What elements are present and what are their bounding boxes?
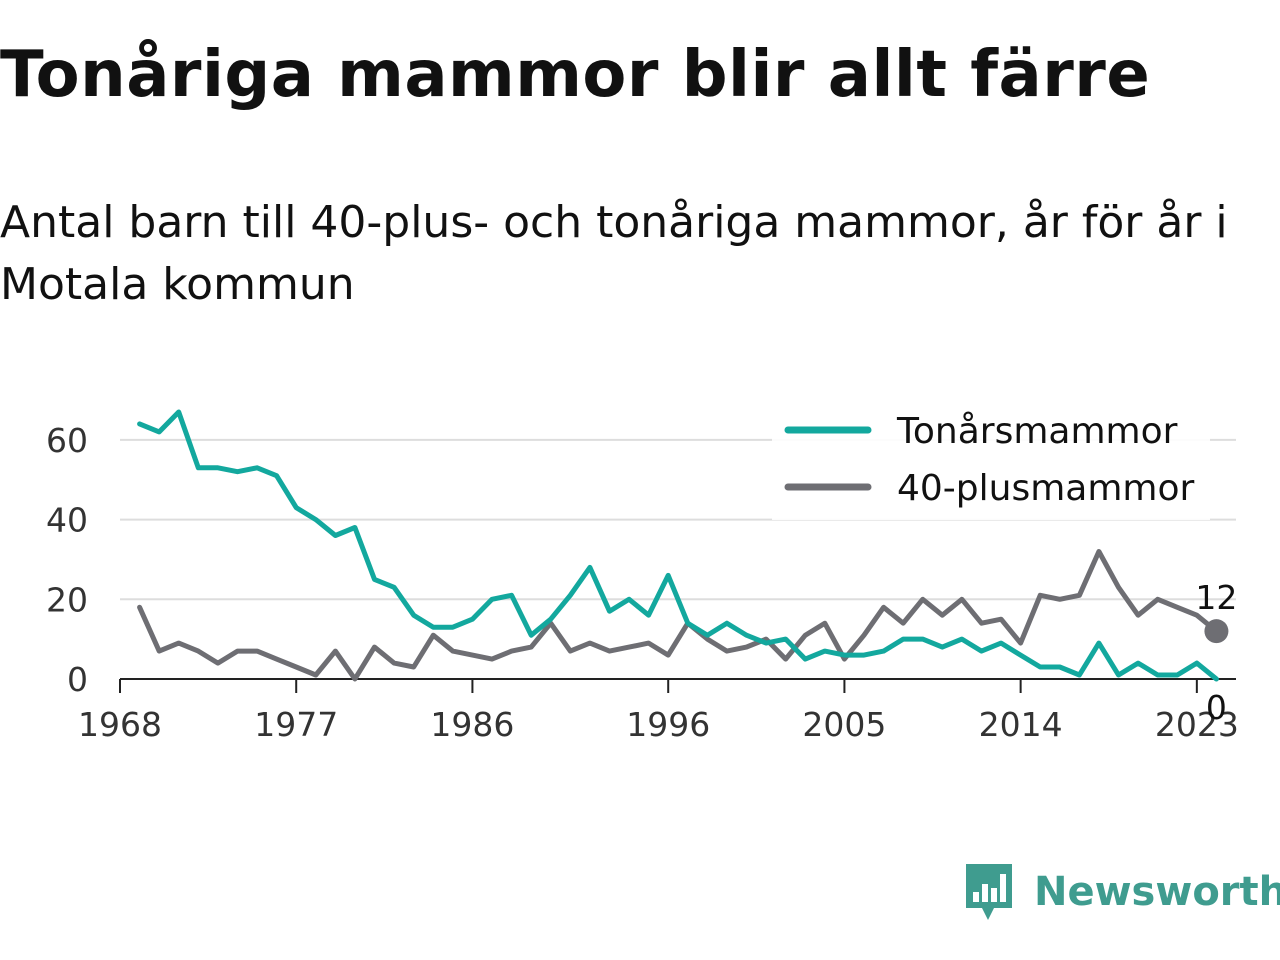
end-marker-dot	[1204, 619, 1229, 644]
end-markers: 12 0	[1195, 578, 1237, 727]
x-tick-label: 2023	[1155, 705, 1239, 744]
x-axis: 1968 1977 1986 1996 2005 2014 2023	[78, 678, 1239, 744]
y-tick-label: 0	[67, 660, 88, 699]
x-tick-label: 1968	[78, 705, 162, 744]
y-tick-label: 40	[46, 501, 88, 540]
legend-label: Tonårsmammor	[896, 411, 1178, 452]
x-tick-label: 1977	[254, 705, 338, 744]
y-axis-ticks: 0 20 40 60	[46, 421, 88, 699]
y-tick-label: 20	[46, 580, 88, 619]
end-value-label: 12	[1195, 578, 1237, 617]
brand-name: Newsworthy	[1034, 869, 1280, 915]
series-line-40-plusmammor	[137, 549, 1219, 682]
series-lines	[137, 409, 1219, 682]
x-tick-label: 1996	[626, 705, 710, 744]
newsworthy-logo: Newsworthy	[964, 862, 1280, 922]
end-value-label: 0	[1206, 688, 1227, 727]
x-tick-label: 2005	[802, 705, 886, 744]
legend-label: 40-plusmammor	[897, 468, 1195, 509]
bar-chart-speech-bubble-icon	[966, 864, 1012, 920]
legend: Tonårsmammor 40-plusmammor	[772, 400, 1210, 520]
y-tick-label: 60	[46, 421, 88, 460]
x-tick-label: 2014	[979, 705, 1063, 744]
x-tick-label: 1986	[430, 705, 514, 744]
series-line-tonarsmammor	[137, 409, 1219, 682]
chart-title: Tonåriga mammor blir allt färre	[0, 38, 1151, 112]
legend-background	[772, 400, 1210, 520]
chart-subtitle: Antal barn till 40-plus- och tonåriga ma…	[0, 197, 1228, 310]
